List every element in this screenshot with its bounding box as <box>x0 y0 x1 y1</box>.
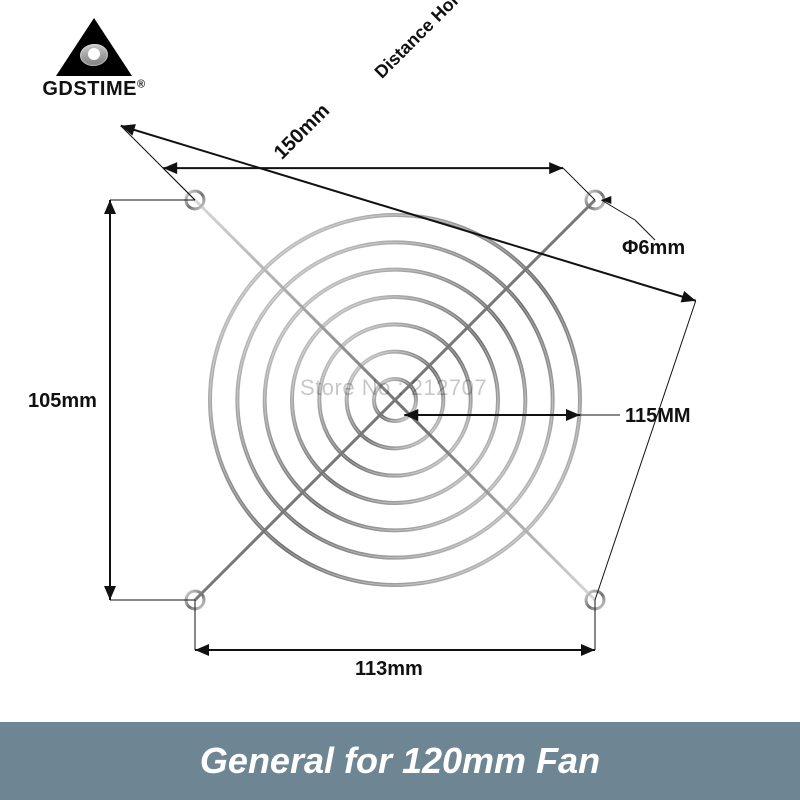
dim-label-105mm: 105mm <box>28 390 97 413</box>
dim-label-115mm: 115MM <box>625 405 691 428</box>
dim-label-113mm: 113mm <box>355 658 423 681</box>
dim-label-hole-6mm: Φ6mm <box>622 237 685 260</box>
caption-text: General for 120mm Fan <box>200 740 600 782</box>
caption-bar: General for 120mm Fan <box>0 722 800 800</box>
watermark-store-number: Store No : 212707 <box>300 375 487 401</box>
fan-guard-diagram <box>0 40 800 700</box>
